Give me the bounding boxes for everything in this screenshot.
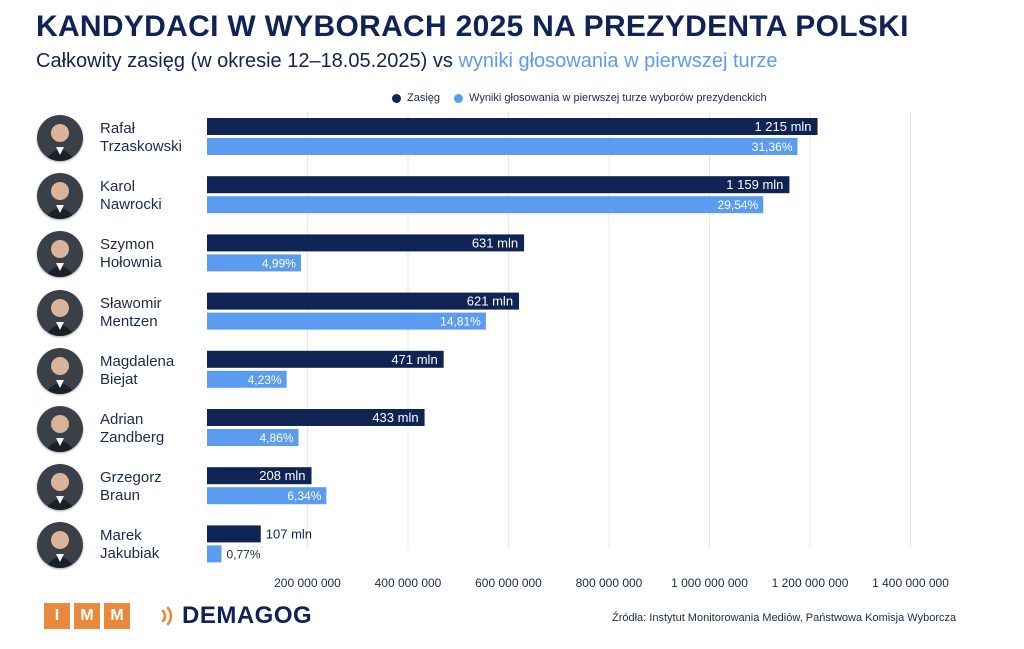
bar-votes (207, 370, 287, 388)
person-icon (37, 173, 83, 220)
person-icon (37, 231, 83, 278)
bar-reach (207, 525, 261, 543)
candidate-name: Sławomir Mentzen (100, 295, 162, 331)
candidate-last-name: Trzaskowski (100, 138, 182, 155)
data-label-votes: 29,54% (718, 198, 759, 212)
candidate-last-name: Hołownia (100, 254, 162, 272)
candidate-avatar (37, 406, 83, 452)
data-label-votes: 14,81% (440, 315, 481, 329)
candidate-name: Grzegorz Braun (100, 469, 162, 505)
candidate-first-name: Adrian (100, 411, 144, 428)
imm-logo-letter: M (74, 603, 100, 629)
candidate-avatar (37, 115, 83, 161)
data-label-votes: 4,23% (248, 373, 282, 387)
bar-reach (207, 176, 790, 194)
legend-swatch-reach (392, 93, 401, 103)
candidate-last-name: Nawrocki (100, 196, 162, 214)
candidate-name: Rafał Trzaskowski (100, 120, 182, 156)
candidate-last-name: Jakubiak (100, 545, 160, 563)
x-tick-label: 1 400 000 000 (872, 576, 949, 590)
candidate-avatar (37, 464, 83, 511)
bar-votes (207, 429, 299, 446)
data-label-votes: 4,86% (259, 431, 293, 445)
legend-label-votes: Wyniki głosowania w pierwszej turze wybo… (469, 92, 767, 104)
x-tick-label: 800 000 000 (576, 576, 643, 590)
candidate-first-name: Rafał (100, 120, 136, 137)
x-tick-label: 400 000 000 (375, 576, 442, 590)
imm-logo-letter: I (44, 603, 70, 629)
bar-votes (207, 312, 486, 330)
person-icon (37, 406, 83, 452)
candidate-name: Magdalena Biejat (100, 353, 174, 389)
candidate-avatar (37, 347, 83, 394)
data-label-reach: 208 mln (259, 468, 305, 483)
candidate-first-name: Sławomir (100, 294, 162, 312)
demagog-wordmark: DEMAGOG (182, 602, 313, 629)
person-icon (37, 522, 83, 569)
candidate-first-name: Szymon (100, 236, 155, 254)
bar-votes (207, 487, 327, 505)
sound-waves-icon (161, 606, 173, 626)
candidate-avatar (37, 173, 83, 220)
x-tick-label: 1 000 000 000 (671, 576, 748, 590)
data-label-votes: 31,36% (752, 140, 793, 154)
legend: Zasięg Wyniki głosowania w pierwszej tur… (392, 92, 781, 104)
candidate-last-name: Zandberg (100, 429, 165, 446)
candidate-name: Adrian Zandberg (100, 411, 164, 447)
candidate-first-name: Marek (100, 527, 142, 545)
bar-reach (207, 409, 425, 426)
chart-subtitle: Całkowity zasięg (w okresie 12–18.05.202… (36, 50, 777, 73)
person-icon (37, 115, 83, 161)
candidate-name: Szymon Hołownia (100, 236, 162, 272)
data-label-votes: 0,77% (226, 547, 260, 561)
subtitle-accent: wyniki głosowania w pierwszej turze (458, 50, 778, 72)
bar-votes (207, 196, 764, 214)
x-tick-label: 600 000 000 (475, 576, 542, 590)
bar-reach (207, 292, 520, 310)
candidate-name: Karol Nawrocki (100, 178, 162, 214)
bar-reach (207, 234, 525, 252)
person-icon (37, 347, 83, 394)
bar-reach (207, 118, 818, 135)
bar-reach (207, 467, 312, 485)
candidate-name: Marek Jakubiak (100, 527, 159, 563)
data-label-reach: 433 mln (372, 410, 418, 425)
data-label-reach: 1 215 mln (754, 119, 811, 134)
candidate-avatar (37, 231, 83, 278)
candidate-last-name: Mentzen (100, 312, 158, 330)
x-tick-label: 200 000 000 (274, 576, 341, 590)
data-label-reach: 621 mln (467, 294, 513, 309)
bar-votes (207, 254, 301, 272)
legend-label-reach: Zasięg (407, 92, 441, 104)
x-tick-label: 1 200 000 000 (772, 576, 849, 590)
data-label-votes: 6,34% (287, 489, 321, 503)
candidate-first-name: Magdalena (100, 352, 175, 370)
imm-logo-letter: M (104, 603, 130, 629)
legend-item-votes: Wyniki głosowania w pierwszej turze wybo… (454, 92, 767, 104)
imm-logo: I M M (44, 603, 134, 629)
person-icon (37, 464, 83, 511)
data-label-reach: 631 mln (472, 235, 518, 250)
candidate-last-name: Braun (100, 487, 141, 505)
legend-swatch-votes (454, 93, 464, 103)
candidate-last-name: Biejat (100, 370, 138, 388)
chart-title: KANDYDACI W WYBORACH 2025 NA PREZYDENTA … (36, 10, 909, 43)
person-icon (37, 289, 83, 336)
data-label-votes: 4,99% (262, 256, 296, 270)
bar-votes (207, 138, 798, 155)
candidate-avatar (37, 289, 83, 336)
bar-votes (207, 545, 222, 563)
data-label-reach: 107 mln (266, 526, 312, 541)
candidate-avatar (37, 522, 83, 569)
subtitle-main: Całkowity zasięg (w okresie 12–18.05.202… (36, 50, 459, 72)
data-label-reach: 471 mln (391, 352, 437, 367)
data-label-reach: 1 159 mln (726, 177, 783, 192)
legend-item-reach: Zasięg (392, 92, 440, 104)
candidate-first-name: Grzegorz (100, 469, 162, 487)
bar-reach (207, 350, 444, 368)
candidate-first-name: Karol (100, 178, 136, 196)
source-note: Źródła: Instytut Monitorowania Mediów, P… (612, 612, 957, 624)
demagog-logo: DEMAGOG (160, 602, 312, 630)
